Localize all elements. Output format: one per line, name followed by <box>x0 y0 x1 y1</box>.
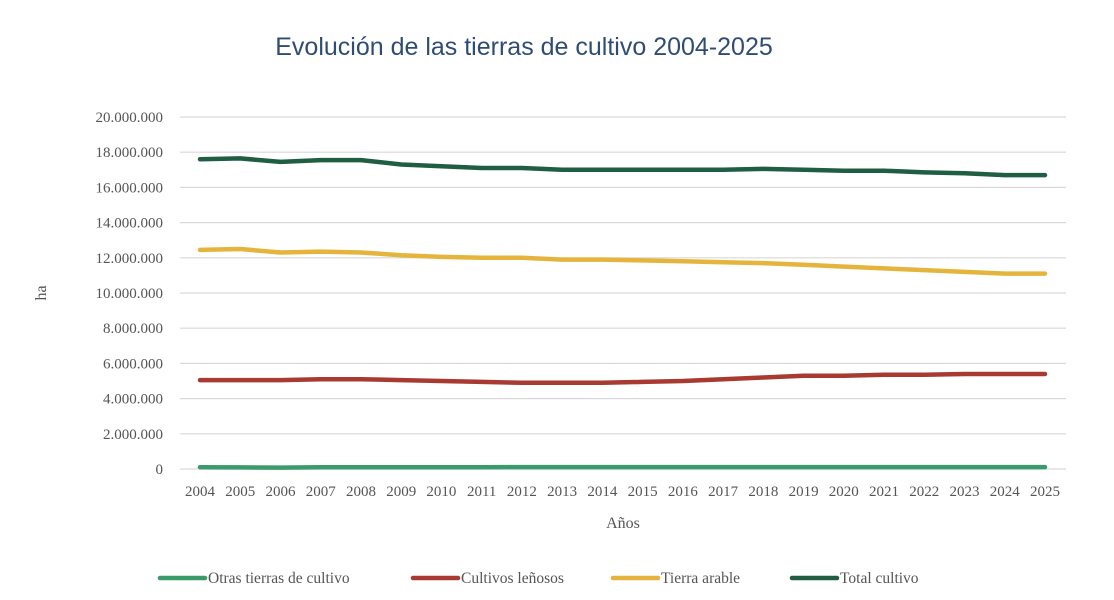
series-lines <box>197 156 1048 470</box>
x-tick-label: 2004 <box>185 484 216 500</box>
y-tick-label: 20.000.000 <box>96 110 164 126</box>
x-tick-label: 2022 <box>909 484 939 500</box>
legend: Otras tierras de cultivo Cultivos leñosos… <box>157 570 919 587</box>
legend-label: Otras tierras de cultivo <box>208 570 350 587</box>
legend-item: Otras tierras de cultivo <box>157 570 350 587</box>
x-tick-label: 2021 <box>869 484 899 500</box>
y-tick-label: 4.000.000 <box>103 392 163 408</box>
x-tick-label: 2006 <box>265 484 296 500</box>
x-tick-label: 2007 <box>306 484 337 500</box>
x-tick-label: 2013 <box>547 484 577 500</box>
x-tick-label: 2019 <box>789 484 819 500</box>
x-tick-label: 2024 <box>990 484 1021 500</box>
x-tick-label: 2015 <box>628 484 658 500</box>
y-tick-label: 6.000.000 <box>103 356 163 372</box>
x-tick-label: 2010 <box>426 484 456 500</box>
y-tick-label: 16.000.000 <box>96 180 164 196</box>
series-line-cultivos-le-osos <box>197 371 1048 386</box>
x-axis-label: Años <box>606 515 640 532</box>
x-axis-ticks: 2004 2005 2006 2007 2008 2009 2010 2011 2012 2013… <box>185 484 1060 500</box>
x-tick-label: 2008 <box>346 484 376 500</box>
y-axis-ticks: 0 2.000.000 4.000.000 6.000.000 8.000.000 10.… <box>96 110 164 478</box>
x-tick-label: 2020 <box>829 484 859 500</box>
y-axis-label: ha <box>33 285 50 300</box>
legend-item: Cultivos leñosos <box>410 570 564 587</box>
y-tick-label: 8.000.000 <box>103 321 163 337</box>
legend-label: Cultivos leñosos <box>461 570 564 587</box>
series-line-tierra-arable <box>197 246 1048 276</box>
y-tick-label: 12.000.000 <box>96 251 164 267</box>
y-tick-label: 18.000.000 <box>96 145 164 161</box>
y-tick-label: 0 <box>156 462 164 478</box>
y-tick-label: 10.000.000 <box>96 286 164 302</box>
y-tick-label: 14.000.000 <box>96 216 164 232</box>
legend-item: Total cultivo <box>789 570 919 587</box>
x-tick-label: 2014 <box>587 484 618 500</box>
x-tick-label: 2005 <box>225 484 255 500</box>
x-tick-label: 2016 <box>668 484 699 500</box>
series-line-total-cultivo <box>197 156 1048 178</box>
x-tick-label: 2012 <box>507 484 537 500</box>
x-tick-label: 2018 <box>748 484 778 500</box>
x-tick-label: 2025 <box>1030 484 1060 500</box>
chart-title: Evolución de las tierras de cultivo 2004… <box>275 33 773 61</box>
gridlines <box>180 116 1066 470</box>
legend-item: Tierra arable <box>610 570 740 587</box>
x-tick-label: 2011 <box>467 484 496 500</box>
series-line-otras-tierras-de-cultivo <box>197 464 1048 470</box>
x-tick-label: 2023 <box>950 484 980 500</box>
legend-label: Total cultivo <box>840 570 919 587</box>
x-tick-label: 2017 <box>708 484 739 500</box>
x-tick-label: 2009 <box>386 484 416 500</box>
legend-label: Tierra arable <box>661 570 740 587</box>
y-tick-label: 2.000.000 <box>103 427 163 443</box>
